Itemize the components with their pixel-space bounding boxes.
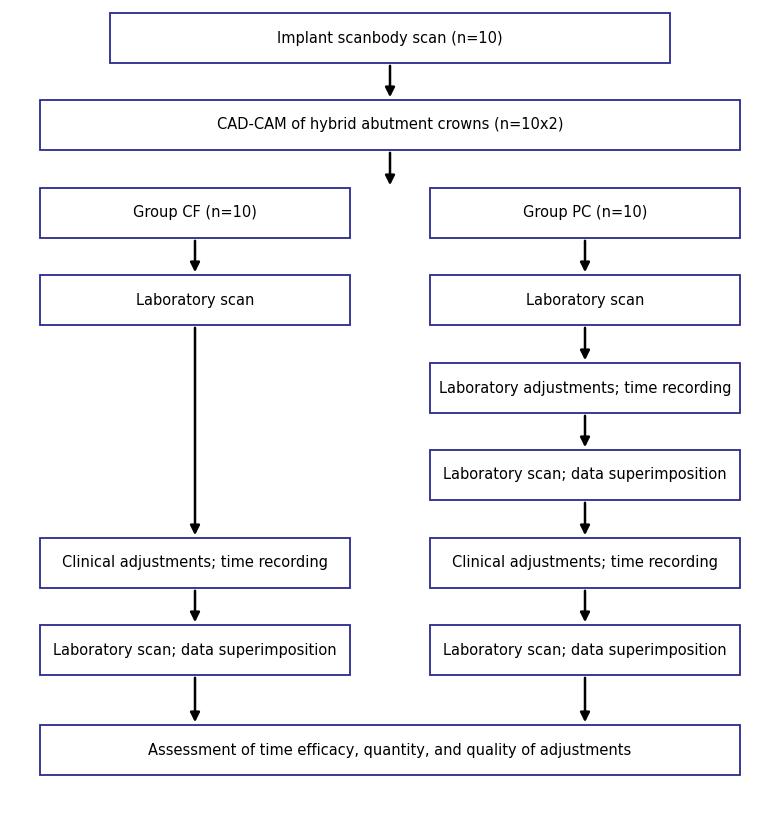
FancyBboxPatch shape [40, 188, 350, 238]
FancyBboxPatch shape [430, 538, 740, 588]
Text: Assessment of time efficacy, quantity, and quality of adjustments: Assessment of time efficacy, quantity, a… [148, 742, 632, 757]
FancyBboxPatch shape [430, 363, 740, 413]
FancyBboxPatch shape [430, 450, 740, 500]
FancyBboxPatch shape [40, 625, 350, 675]
Text: Implant scanbody scan (n=10): Implant scanbody scan (n=10) [277, 30, 503, 46]
FancyBboxPatch shape [430, 188, 740, 238]
FancyBboxPatch shape [40, 275, 350, 325]
FancyBboxPatch shape [430, 625, 740, 675]
FancyBboxPatch shape [40, 538, 350, 588]
Text: Laboratory scan; data superimposition: Laboratory scan; data superimposition [53, 642, 337, 658]
Text: Laboratory scan: Laboratory scan [136, 293, 254, 307]
FancyBboxPatch shape [430, 275, 740, 325]
Text: Laboratory adjustments; time recording: Laboratory adjustments; time recording [439, 381, 731, 395]
FancyBboxPatch shape [40, 725, 740, 775]
Text: Clinical adjustments; time recording: Clinical adjustments; time recording [452, 556, 718, 570]
Text: Laboratory scan: Laboratory scan [526, 293, 644, 307]
Text: Laboratory scan; data superimposition: Laboratory scan; data superimposition [443, 468, 727, 482]
FancyBboxPatch shape [40, 100, 740, 150]
FancyBboxPatch shape [110, 13, 670, 63]
Text: CAD-CAM of hybrid abutment crowns (n=10x2): CAD-CAM of hybrid abutment crowns (n=10x… [217, 117, 563, 133]
Text: Group PC (n=10): Group PC (n=10) [522, 205, 647, 221]
Text: Group CF (n=10): Group CF (n=10) [133, 205, 257, 221]
Text: Clinical adjustments; time recording: Clinical adjustments; time recording [62, 556, 328, 570]
Text: Laboratory scan; data superimposition: Laboratory scan; data superimposition [443, 642, 727, 658]
